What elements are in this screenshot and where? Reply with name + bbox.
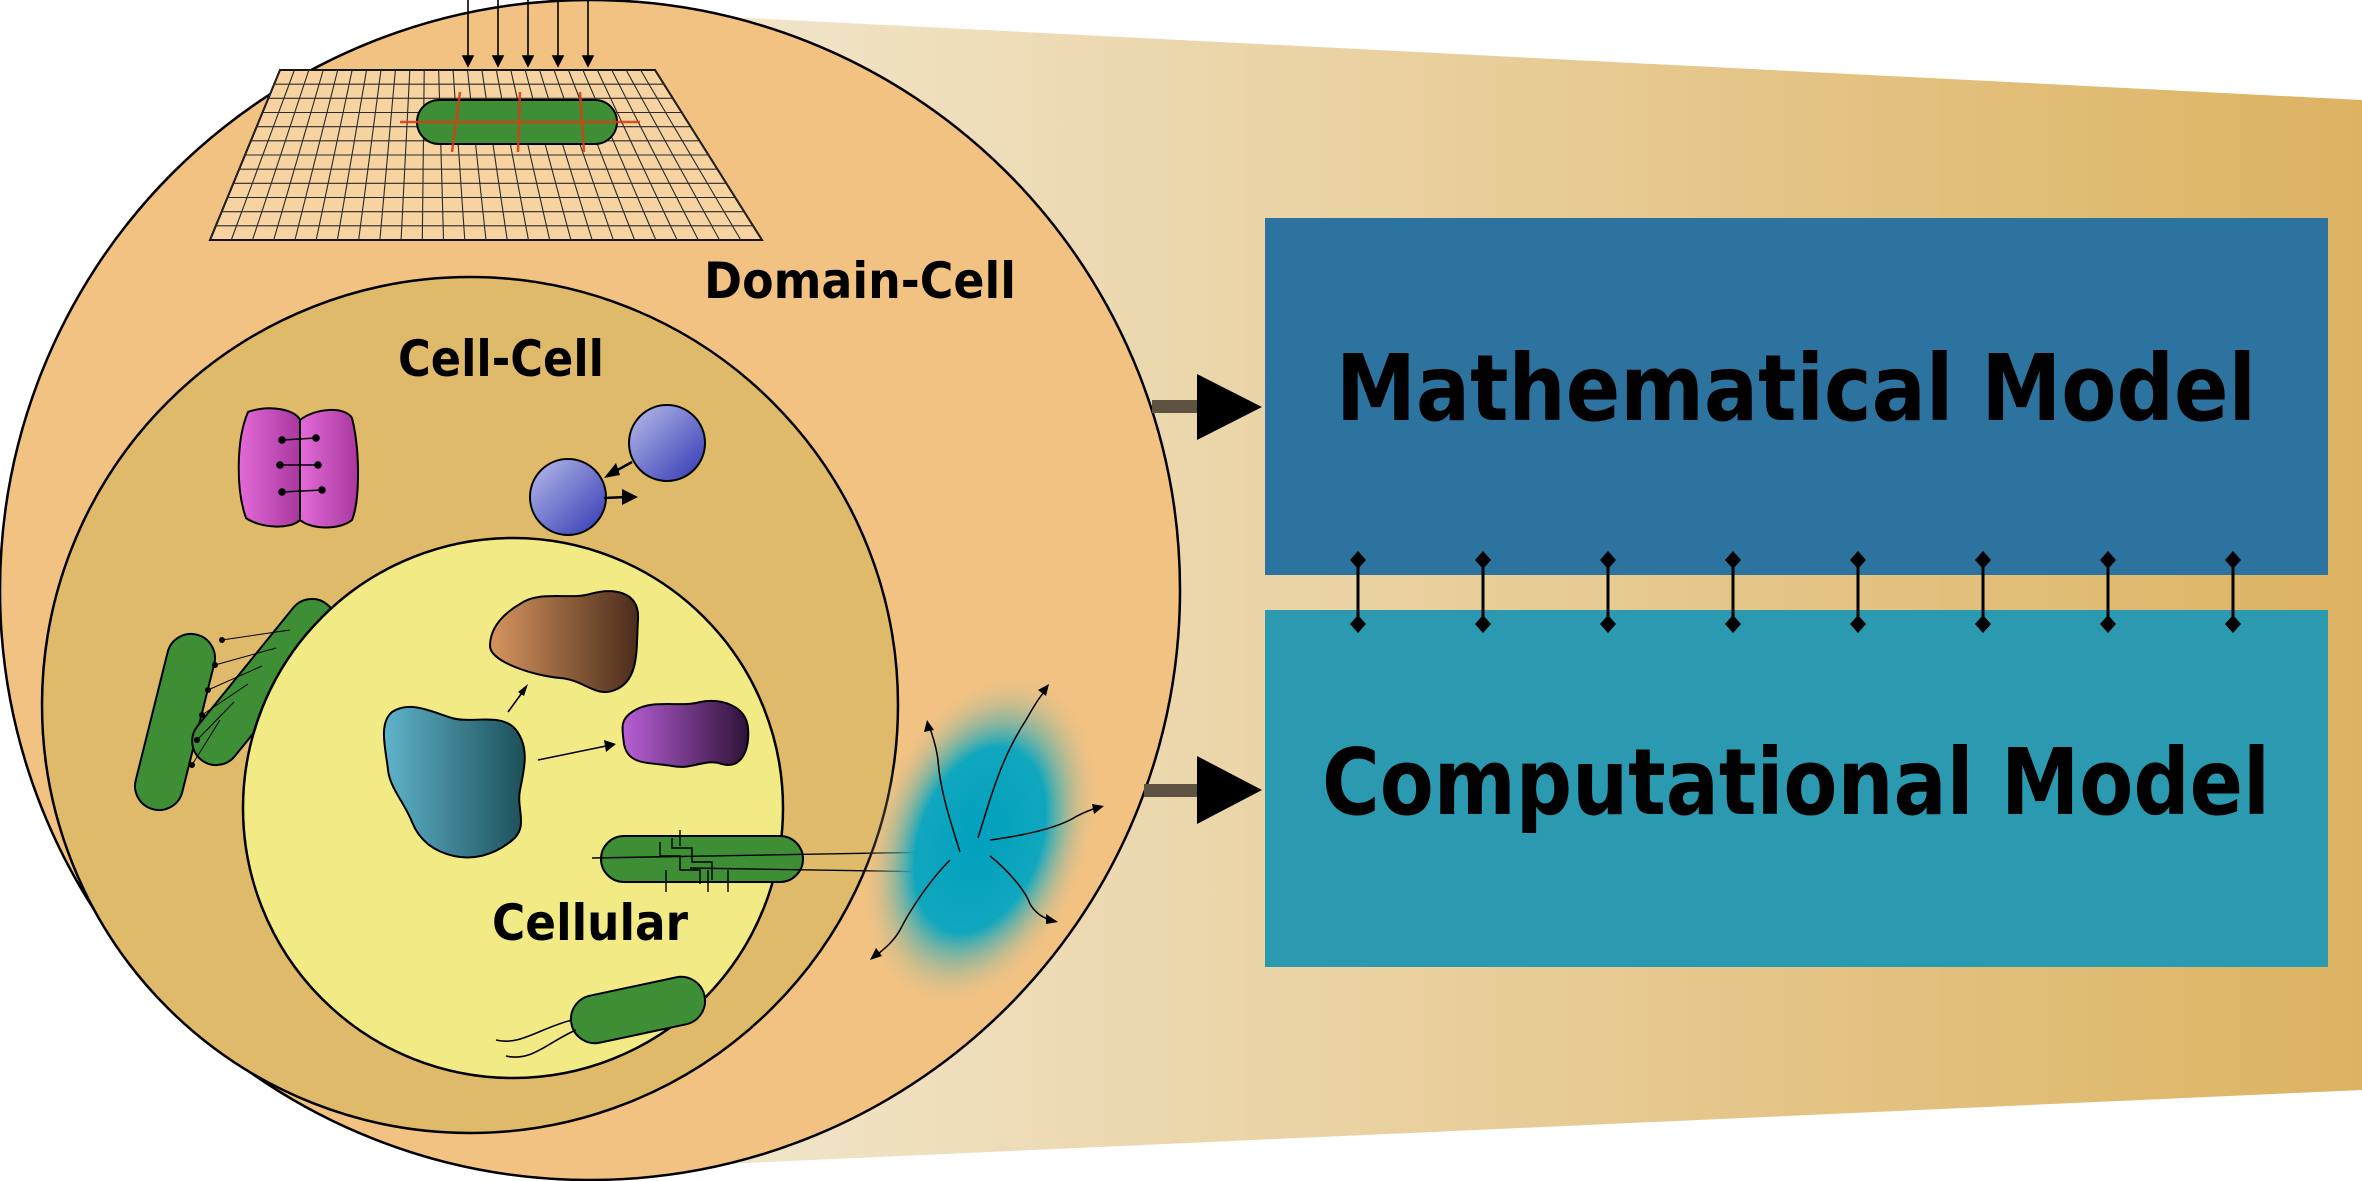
mathematical-model-label: Mathematical Model bbox=[1336, 335, 2256, 442]
mesh-grid-icon bbox=[208, 0, 764, 241]
right-arrow-icon bbox=[1144, 756, 1262, 824]
double-headed-connector-icon bbox=[1475, 551, 1491, 633]
flagellated-bacterium-icon bbox=[495, 975, 707, 1058]
model-coupling-connectors bbox=[1350, 551, 2241, 633]
right-arrow-icon bbox=[1152, 374, 1262, 440]
signaling-spheres-icon bbox=[529, 404, 706, 536]
double-headed-connector-icon bbox=[2225, 551, 2241, 633]
double-headed-connector-icon bbox=[1850, 551, 1866, 633]
double-headed-connector-icon bbox=[1725, 551, 1741, 633]
mathematical-model-box bbox=[1265, 218, 2328, 575]
double-headed-connector-icon bbox=[1350, 551, 1366, 633]
double-headed-connector-icon bbox=[1600, 551, 1616, 633]
diffusing-signal-icon bbox=[860, 671, 1104, 1009]
domain-cell-label: Domain-Cell bbox=[704, 252, 1016, 310]
cell-cell-label: Cell-Cell bbox=[398, 330, 604, 388]
double-headed-connector-icon bbox=[1975, 551, 1991, 633]
computational-model-box bbox=[1265, 610, 2328, 967]
protein-shapes-icon bbox=[382, 590, 750, 859]
cellular-label: Cellular bbox=[492, 894, 688, 952]
adhesion-cells-icon bbox=[237, 407, 359, 529]
double-headed-connector-icon bbox=[2100, 551, 2116, 633]
computational-model-label: Computational Model bbox=[1322, 729, 2270, 836]
